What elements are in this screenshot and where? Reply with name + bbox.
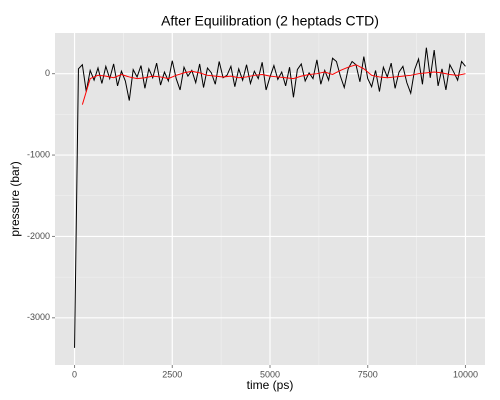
y-tick-label: -3000 — [27, 312, 50, 322]
x-tick-label: 7500 — [358, 369, 378, 379]
x-tick-label: 10000 — [453, 369, 478, 379]
series-line — [74, 47, 466, 348]
chart-title: After Equilibration (2 heptads CTD) — [161, 13, 379, 29]
y-tick-label: 0 — [45, 68, 50, 78]
series-line — [81, 64, 466, 105]
y-tick-label: -1000 — [27, 149, 50, 159]
x-tick-label: 5000 — [260, 369, 280, 379]
x-axis-label: time (ps) — [247, 378, 294, 392]
y-tick-label: -2000 — [27, 231, 50, 241]
x-tick-label: 0 — [72, 369, 77, 379]
x-tick-label: 2500 — [162, 369, 182, 379]
y-axis-label: pressure (bar) — [8, 161, 22, 236]
